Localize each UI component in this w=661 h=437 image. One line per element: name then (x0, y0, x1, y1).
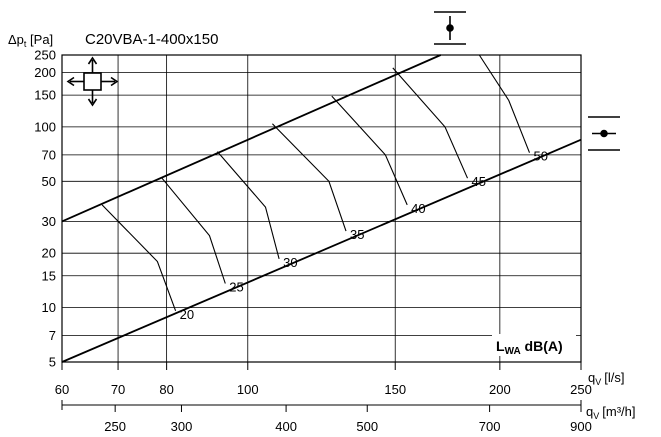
sound-level-label: 25 (229, 279, 243, 294)
sound-curve-40 (331, 95, 408, 206)
y-tick-label: 70 (42, 147, 56, 162)
x-tick-label-ls: 70 (111, 382, 125, 397)
sound-curve-25 (161, 177, 226, 284)
sound-power-label: LWA dB(A) (496, 338, 563, 357)
sound-curve-30 (216, 151, 280, 260)
y-tick-label: 150 (34, 88, 56, 103)
damper-closed-icon (588, 116, 620, 151)
x-tick-label-m3h: 400 (275, 419, 297, 434)
y-axis-label: Δpt [Pa] (8, 32, 53, 49)
x-axis-label-m3h: qV [m³/h] (586, 404, 635, 421)
max-line (61, 54, 442, 223)
damper-open-icon (434, 11, 466, 45)
x-tick-label-m3h: 500 (356, 419, 378, 434)
sound-level-label: 30 (283, 255, 297, 270)
x-tick-label-ls: 100 (237, 382, 259, 397)
x-tick-label-ls: 60 (55, 382, 69, 397)
sound-level-label: 20 (180, 307, 194, 322)
chart-title: C20VBA-1-400x150 (85, 31, 218, 48)
sound-level-label: 35 (350, 227, 364, 242)
y-tick-label: 20 (42, 246, 56, 261)
tick-labels: 5 7 10 15 20 30 50 70 100 150 200 250 60 70 80 100 150 20… (34, 48, 592, 435)
y-tick-label: 5 (49, 355, 56, 370)
sound-curve-20 (101, 204, 177, 311)
grid (61, 54, 582, 412)
sound-level-label: 45 (472, 174, 486, 189)
x-axis-label-ls: qV [l/s] (588, 370, 624, 387)
y-tick-label: 30 (42, 214, 56, 229)
sound-label-bg (492, 334, 576, 356)
curves (61, 54, 582, 363)
sound-curve-45 (392, 67, 469, 179)
y-tick-label: 250 (34, 48, 56, 63)
x-tick-label-ls: 150 (384, 382, 406, 397)
y-tick-label: 7 (49, 328, 56, 343)
x-tick-label-m3h: 900 (570, 419, 592, 434)
x-tick-label-m3h: 250 (104, 419, 126, 434)
y-tick-label: 100 (34, 119, 56, 134)
y-tick-label: 50 (42, 174, 56, 189)
sound-curve-35 (272, 123, 347, 232)
y-tick-label: 200 (34, 65, 56, 80)
x-tick-label-ls: 200 (489, 382, 511, 397)
x-tick-label-ls: 80 (159, 382, 173, 397)
x-tick-label-ls: 250 (570, 382, 592, 397)
flow-direction-icon (66, 56, 119, 107)
y-tick-label: 10 (42, 300, 56, 315)
y-tick-label: 15 (42, 268, 56, 283)
x-tick-label-m3h: 300 (171, 419, 193, 434)
sound-level-label: 40 (411, 201, 425, 216)
sound-level-label: 50 (534, 149, 548, 164)
sound-curve-50 (478, 54, 531, 153)
plot-frame (61, 54, 582, 363)
x-tick-label-m3h: 700 (479, 419, 501, 434)
min-line (61, 138, 582, 363)
